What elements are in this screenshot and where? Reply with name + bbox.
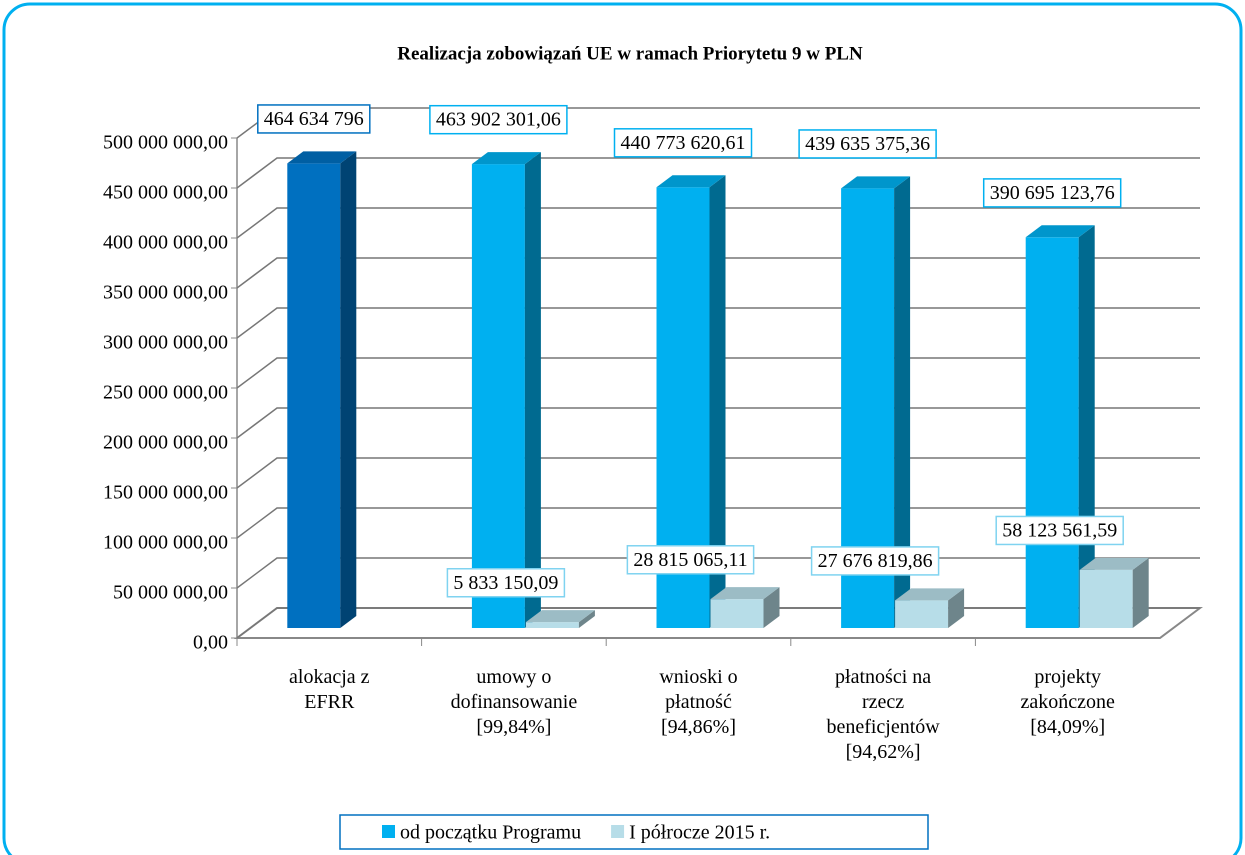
y-tick-label: 500 000 000,00 [103, 132, 228, 154]
value-label-box [995, 515, 1124, 546]
x-tick-label-line: płatności na [835, 666, 931, 688]
bar-side [763, 587, 780, 628]
x-tick-label: alokacja z EFRR [289, 666, 370, 713]
x-tick-label: projekty zakończone [84,09%] [1021, 666, 1116, 738]
bar-top [656, 175, 726, 188]
chart-title: Realizacja zobowiązań UE w ramach Priory… [397, 43, 863, 64]
value-label-box [982, 178, 1122, 208]
value-label-box [613, 128, 753, 158]
y-tick-label: 150 000 000,00 [103, 482, 228, 504]
bar-side [1132, 557, 1149, 628]
bar-top [471, 152, 541, 165]
bar-front [1079, 569, 1133, 628]
x-tick-label-line: zakończone [1021, 691, 1116, 713]
y-tick-label: 300 000 000,00 [103, 332, 228, 354]
y-tick-label: 350 000 000,00 [103, 282, 228, 304]
x-tick-label-line: projekty [1034, 666, 1101, 688]
value-label: 390 695 123,76 [990, 182, 1115, 204]
bar-side [948, 588, 965, 628]
bar-front [471, 164, 525, 628]
bar-top [525, 610, 595, 623]
bar-top [710, 587, 780, 600]
bar-side [894, 176, 911, 628]
value-label-box [429, 104, 568, 135]
legend-swatch [611, 825, 625, 838]
y-tick-label: 50 000 000,00 [113, 582, 228, 604]
bar [1079, 557, 1149, 628]
value-label-box [810, 546, 940, 576]
value-label-box [446, 568, 566, 598]
x-tick-label: umowy o dofinansowanie [99,84%] [451, 666, 578, 738]
value-label: 440 773 620,61 [621, 132, 746, 154]
x-tick-label-line: wnioski o [659, 666, 737, 688]
x-tick-label-line: alokacja z [289, 666, 370, 688]
x-tick-label-line: [84,09%] [1030, 716, 1105, 738]
bar-front [525, 622, 579, 628]
legend-label: I półrocze 2015 r. [629, 822, 770, 844]
bar [471, 152, 541, 628]
legend-box [339, 814, 929, 850]
x-tick-label: wnioski o płatność [94,86%] [659, 666, 737, 738]
y-tick-label: 100 000 000,00 [103, 532, 228, 554]
x-tick-label-line: beneficjentów [826, 716, 940, 738]
value-label-box [257, 104, 371, 134]
bar-top [1025, 225, 1095, 238]
legend-label: od początku Programu [400, 822, 581, 844]
bar-front [1025, 237, 1079, 628]
x-tick-label-line: płatność [665, 691, 732, 713]
bar-top [895, 588, 965, 601]
bar-side [524, 152, 541, 628]
y-tick-label: 200 000 000,00 [103, 432, 228, 454]
bar-top [287, 151, 357, 164]
value-label: 27 676 819,86 [818, 550, 933, 572]
value-label: 439 635 375,36 [805, 133, 930, 155]
bar-side [340, 151, 357, 628]
bar-front [287, 163, 341, 628]
bar-front [895, 600, 949, 628]
bar-top [1079, 557, 1149, 570]
x-tick-label-line: [99,84%] [476, 716, 551, 738]
x-tick-label-line: [94,62%] [846, 741, 921, 763]
bar-side [709, 175, 726, 628]
bar [710, 587, 780, 628]
value-label-box [798, 129, 937, 159]
bar [895, 588, 965, 628]
x-tick-label-line: dofinansowanie [451, 691, 578, 713]
x-tick-label-line: EFRR [304, 691, 355, 713]
x-tick-label-line: rzecz [862, 691, 904, 713]
bar-front [710, 599, 764, 628]
value-label: 28 815 065,11 [633, 549, 747, 571]
y-tick-label: 400 000 000,00 [103, 232, 228, 254]
value-label: 464 634 796 [264, 108, 364, 130]
value-label: 5 833 150,09 [453, 572, 558, 594]
bar [287, 151, 357, 628]
y-tick-label: 250 000 000,00 [103, 382, 228, 404]
y-tick-label: 450 000 000,00 [103, 182, 228, 204]
x-tick-label-line: [94,86%] [661, 716, 736, 738]
x-tick-label: płatności na rzecz beneficjentów [94,62%] [826, 666, 940, 763]
bar [1025, 225, 1095, 628]
bar-top [841, 176, 911, 189]
x-tick-label-line: umowy o [476, 666, 551, 688]
value-label: 463 902 301,06 [436, 109, 561, 131]
legend-swatch [382, 825, 395, 838]
bar-side [578, 610, 595, 628]
value-label: 58 123 561,59 [1002, 519, 1117, 541]
bar [525, 610, 595, 628]
value-label-box [626, 545, 755, 575]
y-tick-label: 0,00 [193, 632, 228, 654]
